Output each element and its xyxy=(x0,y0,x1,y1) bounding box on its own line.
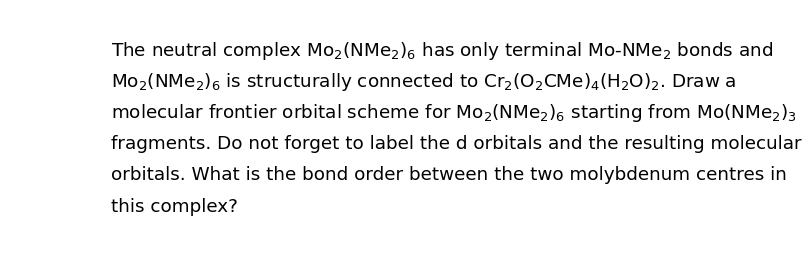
Text: orbitals. What is the bond order between the two molybdenum centres in: orbitals. What is the bond order between… xyxy=(110,167,786,185)
Text: molecular frontier orbital scheme for Mo$_{2}$(NMe$_{2}$)$_{6}$ starting from Mo: molecular frontier orbital scheme for Mo… xyxy=(110,102,797,124)
Text: Mo$_{2}$(NMe$_{2}$)$_{6}$ is structurally connected to Cr$_{2}$(O$_{2}$CMe)$_{4}: Mo$_{2}$(NMe$_{2}$)$_{6}$ is structurall… xyxy=(110,71,736,93)
Text: fragments. Do not forget to label the d orbitals and the resulting molecular: fragments. Do not forget to label the d … xyxy=(110,135,801,153)
Text: this complex?: this complex? xyxy=(110,197,237,216)
Text: The neutral complex Mo$_{2}$(NMe$_{2}$)$_{6}$ has only terminal Mo-NMe$_{2}$ bon: The neutral complex Mo$_{2}$(NMe$_{2}$)$… xyxy=(110,40,773,62)
